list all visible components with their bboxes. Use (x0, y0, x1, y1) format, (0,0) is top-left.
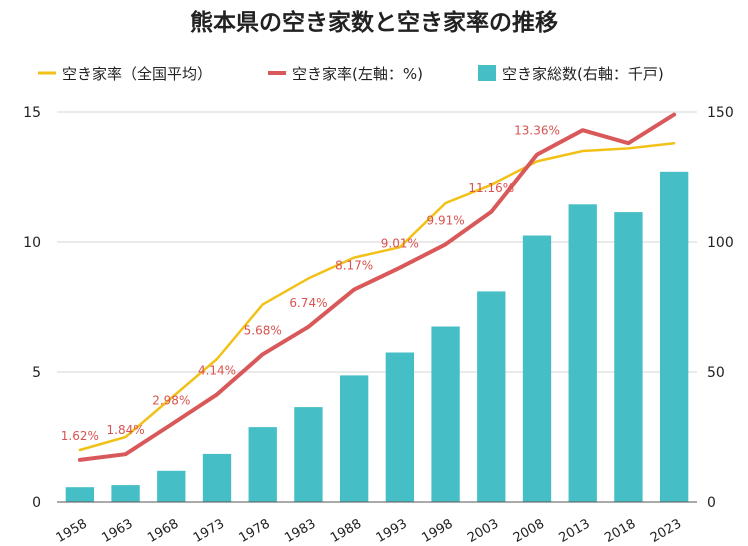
line-series (77, 112, 677, 462)
data-labels: 1.62% 1.84% 2.98% 4.14% 5.68% 6.74% 8.17% 9.01%… (61, 124, 560, 443)
vacancy-rate-line (77, 112, 677, 462)
data-label: 4.14% (198, 363, 236, 377)
x-tick-label: 1958 (54, 516, 90, 546)
bar (111, 485, 140, 502)
x-tick-label: 2013 (557, 516, 593, 546)
bar-series (65, 171, 689, 503)
x-tick-label: 1998 (419, 516, 455, 546)
bar (568, 204, 597, 503)
national-average-line (78, 141, 676, 452)
x-tick-label: 1993 (374, 516, 410, 546)
bar (522, 235, 552, 502)
data-label: 9.01% (381, 237, 419, 251)
bar (248, 427, 277, 502)
bar (294, 407, 323, 502)
bar (477, 291, 506, 502)
legend-label-national-rate: 空き家率（全国平均） (62, 65, 212, 83)
x-tick-label: 1968 (145, 516, 181, 546)
bar (339, 375, 369, 502)
data-label: 2.98% (152, 394, 190, 408)
y-left-tick-label: 10 (23, 235, 41, 251)
data-label: 6.74% (289, 296, 327, 310)
x-tick-label: 1963 (99, 516, 135, 546)
bar (431, 326, 460, 502)
legend: 空き家率（全国平均） 空き家率(左軸：%) 空き家総数(右軸：千戸) (38, 65, 664, 83)
y-right-tick-label: 0 (707, 495, 716, 511)
data-label: 9.91% (427, 213, 465, 227)
y-left-tick-label: 15 (23, 105, 41, 121)
data-label: 1.84% (107, 423, 145, 437)
bar (202, 453, 232, 502)
data-label: 1.62% (61, 429, 99, 443)
bar (65, 487, 95, 502)
legend-swatch-vacant-total (478, 65, 496, 81)
bar (614, 212, 643, 502)
data-label: 5.68% (244, 323, 282, 337)
bar (157, 470, 186, 502)
y-right-tick-label: 50 (707, 365, 725, 381)
x-tick-label: 1988 (328, 516, 364, 546)
y-left-tick-label: 5 (32, 365, 41, 381)
data-label: 13.36% (514, 124, 560, 138)
data-label: 8.17% (335, 259, 373, 273)
bar (659, 171, 689, 503)
chart-title: 熊本県の空き家数と空き家率の推移 (190, 9, 558, 36)
legend-label-vacant-total: 空き家総数(右軸：千戸) (502, 65, 664, 83)
y-right-tick-label: 100 (707, 235, 734, 251)
legend-label-vacancy-rate: 空き家率(左軸：%) (292, 65, 423, 83)
x-tick-label: 2003 (465, 516, 501, 546)
data-label: 11.16% (468, 181, 514, 195)
x-tick-label: 1983 (282, 516, 318, 546)
x-tick-label: 2008 (511, 516, 547, 546)
gridlines (57, 111, 697, 503)
y-right-tick-label: 150 (707, 105, 734, 121)
x-tick-label: 1973 (191, 516, 227, 546)
y-left-tick-label: 0 (32, 495, 41, 511)
x-tick-label: 2018 (602, 516, 638, 546)
x-tick-label: 2023 (648, 516, 684, 546)
bar (385, 352, 415, 502)
x-tick-label: 1978 (237, 516, 273, 546)
